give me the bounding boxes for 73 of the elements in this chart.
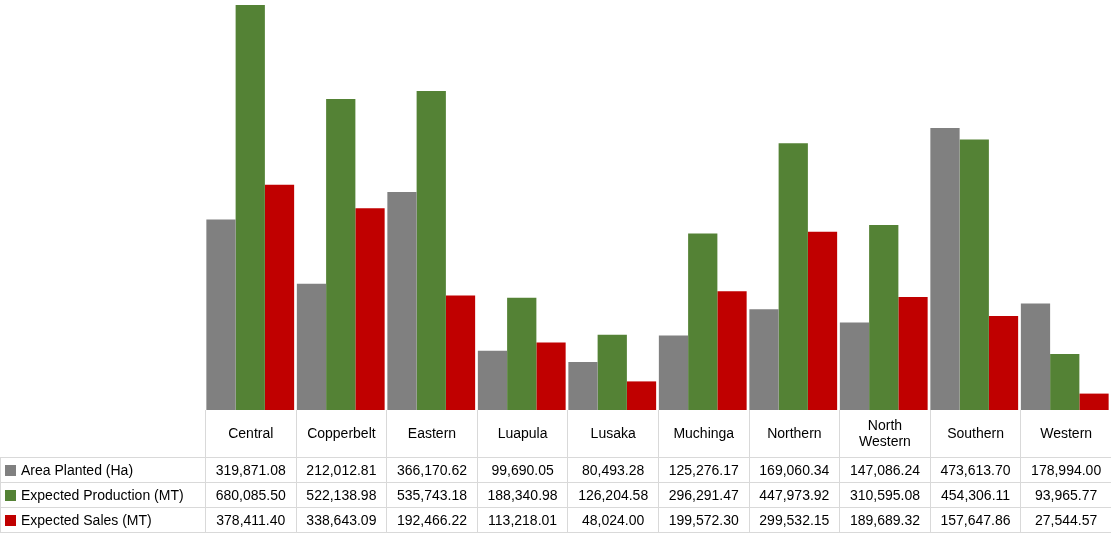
x-tick-label: Northern xyxy=(749,410,840,457)
bar xyxy=(264,184,295,410)
bar xyxy=(416,90,446,410)
legend-label: Area Planted (Ha) xyxy=(21,461,134,478)
data-label: 192,466.22 xyxy=(386,507,478,532)
x-tick-label: Western xyxy=(1020,410,1111,457)
data-label: 522,138.98 xyxy=(296,482,387,507)
x-tick-label: Lusaka xyxy=(567,410,659,457)
bar xyxy=(839,322,870,410)
data-label: 310,595.08 xyxy=(839,482,931,507)
bar xyxy=(626,381,657,410)
data-label: 93,965.77 xyxy=(1020,482,1111,507)
data-label: 473,613.70 xyxy=(930,457,1021,482)
x-tick-label: Copperbelt xyxy=(296,410,387,457)
data-label: 680,085.50 xyxy=(205,482,297,507)
bar xyxy=(235,5,265,410)
data-label: 178,994.00 xyxy=(1020,457,1111,482)
data-label: 447,973.92 xyxy=(749,482,840,507)
data-label: 99,690.05 xyxy=(477,457,568,482)
bar xyxy=(1020,303,1051,410)
bar xyxy=(387,191,417,410)
bar xyxy=(898,297,928,410)
bar xyxy=(1050,354,1080,410)
bar xyxy=(1079,393,1109,410)
bar xyxy=(959,139,989,410)
bar xyxy=(296,283,327,410)
data-label: 378,411.40 xyxy=(205,507,297,532)
bar xyxy=(930,127,960,410)
bar xyxy=(597,334,627,410)
x-tick-label: Central xyxy=(205,410,297,457)
data-label: 125,276.17 xyxy=(658,457,750,482)
data-label: 169,060.34 xyxy=(749,457,840,482)
bar xyxy=(536,342,566,410)
data-label: 338,643.09 xyxy=(296,507,387,532)
legend-label: Expected Production (MT) xyxy=(21,486,184,503)
bar xyxy=(568,362,598,410)
x-tick-label: Southern xyxy=(930,410,1021,457)
data-label: 199,572.30 xyxy=(658,507,750,532)
x-tick-label: North Western xyxy=(839,410,931,457)
data-label: 212,012.81 xyxy=(296,457,387,482)
data-label: 188,340.98 xyxy=(477,482,568,507)
data-label: 189,689.32 xyxy=(839,507,931,532)
data-label: 454,306.11 xyxy=(930,482,1021,507)
bar xyxy=(749,309,779,410)
bar xyxy=(988,316,1019,410)
data-label: 48,024.00 xyxy=(567,507,659,532)
bar xyxy=(355,208,385,410)
bar xyxy=(206,219,236,410)
bar xyxy=(445,295,476,410)
data-label: 113,218.01 xyxy=(477,507,568,532)
bar xyxy=(507,297,537,410)
bar xyxy=(658,335,689,410)
data-label: 80,493.28 xyxy=(567,457,659,482)
x-tick-label: Muchinga xyxy=(658,410,750,457)
data-label: 319,871.08 xyxy=(205,457,297,482)
bar xyxy=(869,225,899,410)
bar xyxy=(326,99,356,410)
data-label: 296,291.47 xyxy=(658,482,750,507)
x-tick-label: Luapula xyxy=(477,410,568,457)
bar xyxy=(688,233,718,410)
data-label: 366,170.62 xyxy=(386,457,478,482)
data-label: 126,204.58 xyxy=(567,482,659,507)
data-label: 147,086.24 xyxy=(839,457,931,482)
bar xyxy=(807,231,838,410)
legend-label: Expected Sales (MT) xyxy=(21,511,152,528)
data-label: 535,743.18 xyxy=(386,482,478,507)
x-tick-label: Eastern xyxy=(386,410,478,457)
data-label: 299,532.15 xyxy=(749,507,840,532)
bar xyxy=(717,291,747,410)
bar xyxy=(778,143,808,410)
data-label: 157,647.86 xyxy=(930,507,1021,532)
bar xyxy=(477,350,508,410)
data-label: 27,544.57 xyxy=(1020,507,1111,532)
